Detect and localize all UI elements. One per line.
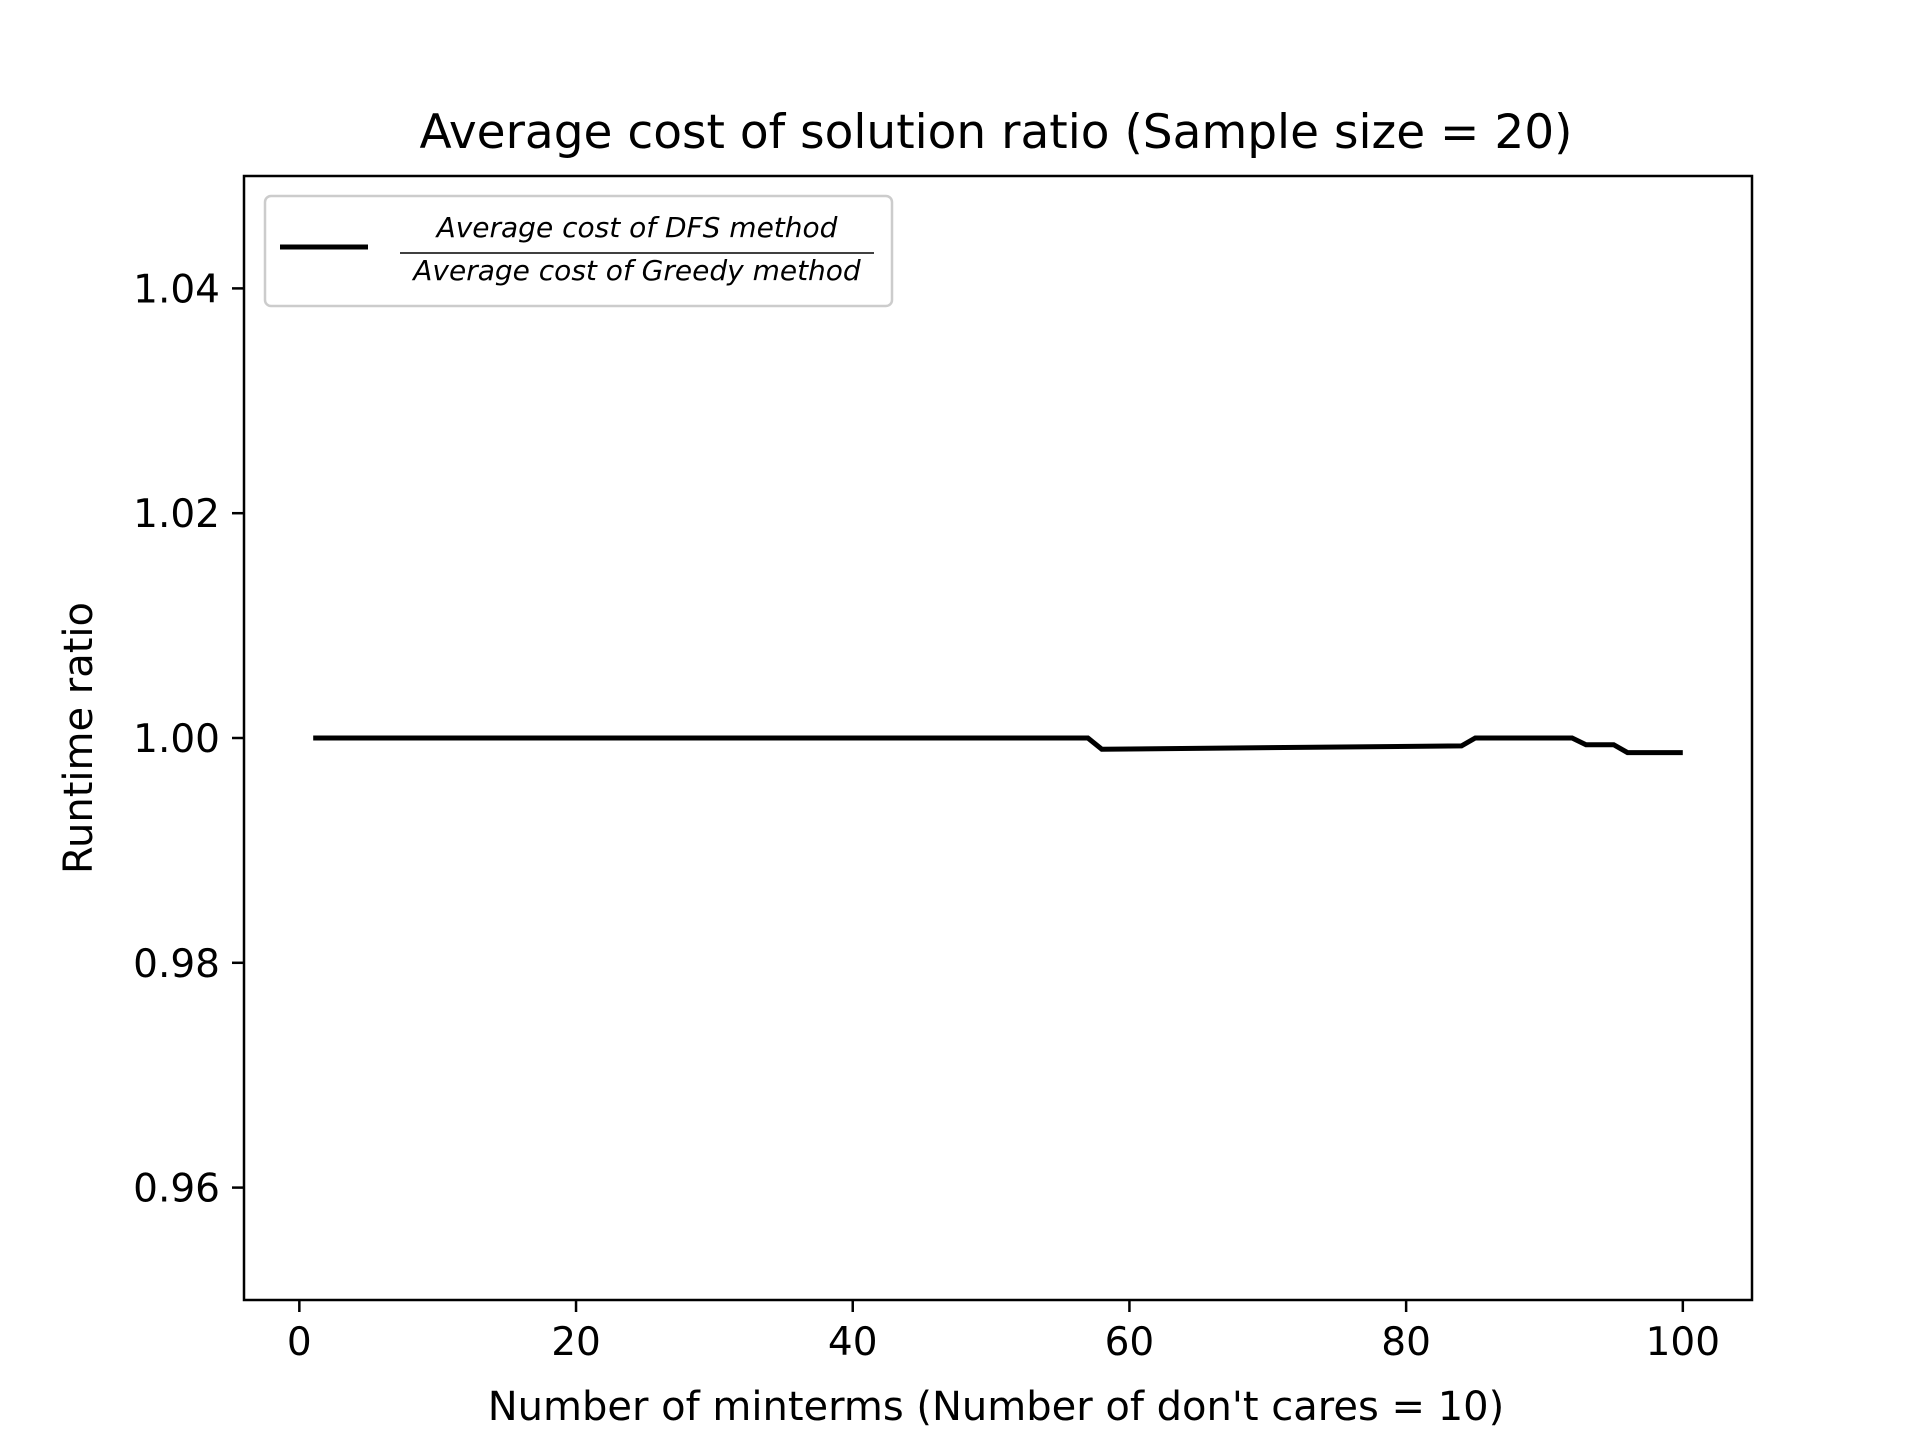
x-tick-label: 0	[287, 1320, 312, 1365]
x-axis: 0 20 40 60 80 100	[287, 1300, 1720, 1365]
y-tick-label: 0.96	[133, 1167, 220, 1212]
x-tick-label: 20	[551, 1320, 601, 1365]
y-tick-label: 1.02	[133, 492, 220, 537]
x-axis-label: Number of minterms (Number of don't care…	[488, 1384, 1505, 1430]
series-layer	[313, 735, 1683, 756]
y-tick-label: 1.00	[133, 717, 220, 762]
x-tick-label: 40	[828, 1320, 878, 1365]
x-tick-label: 100	[1646, 1320, 1720, 1365]
x-tick-label: 60	[1105, 1320, 1155, 1365]
series-line-dfs-greedy-ratio	[313, 735, 1683, 756]
x-tick-label: 80	[1381, 1320, 1431, 1365]
y-tick-label: 1.04	[133, 267, 220, 312]
legend-box	[263, 194, 894, 308]
y-tick-label: 0.98	[133, 942, 220, 987]
legend-label-numerator: Average cost of DFS method	[435, 211, 838, 244]
legend-label-denominator: Average cost of Greedy method	[411, 254, 861, 287]
legend: Average cost of DFS method Average cost …	[263, 194, 894, 308]
chart-title: Average cost of solution ratio (Sample s…	[419, 105, 1572, 160]
y-axis: 0.96 0.98 1.00 1.02 1.04	[133, 267, 244, 1212]
y-axis-label: Runtime ratio	[56, 602, 102, 874]
